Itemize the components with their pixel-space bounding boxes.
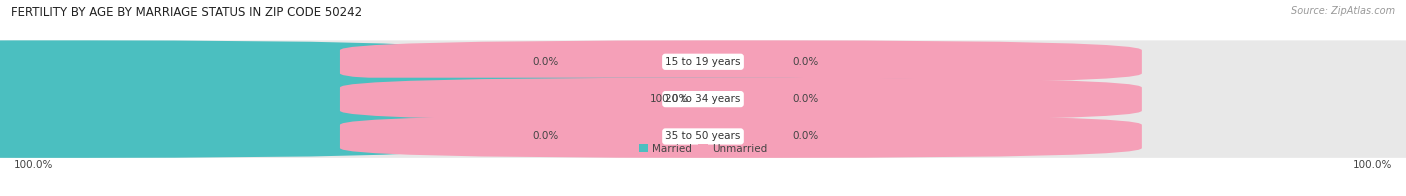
Text: 0.0%: 0.0% xyxy=(531,132,558,142)
Text: 100.0%: 100.0% xyxy=(14,160,53,170)
FancyBboxPatch shape xyxy=(0,115,1406,158)
Text: 15 to 19 years: 15 to 19 years xyxy=(665,57,741,67)
Text: 0.0%: 0.0% xyxy=(793,94,818,104)
FancyBboxPatch shape xyxy=(14,119,1392,154)
FancyBboxPatch shape xyxy=(14,82,1392,116)
FancyBboxPatch shape xyxy=(340,40,1142,83)
Text: Source: ZipAtlas.com: Source: ZipAtlas.com xyxy=(1291,6,1395,16)
FancyBboxPatch shape xyxy=(340,115,1142,158)
Text: FERTILITY BY AGE BY MARRIAGE STATUS IN ZIP CODE 50242: FERTILITY BY AGE BY MARRIAGE STATUS IN Z… xyxy=(11,6,363,19)
Text: 0.0%: 0.0% xyxy=(793,132,818,142)
FancyBboxPatch shape xyxy=(0,78,1066,121)
FancyBboxPatch shape xyxy=(0,78,1406,121)
Text: 35 to 50 years: 35 to 50 years xyxy=(665,132,741,142)
FancyBboxPatch shape xyxy=(340,78,1142,121)
Text: 100.0%: 100.0% xyxy=(650,94,689,104)
Legend: Married, Unmarried: Married, Unmarried xyxy=(634,140,772,158)
Text: 100.0%: 100.0% xyxy=(1353,160,1392,170)
FancyBboxPatch shape xyxy=(14,45,1392,79)
Text: 20 to 34 years: 20 to 34 years xyxy=(665,94,741,104)
FancyBboxPatch shape xyxy=(0,40,453,83)
Text: 0.0%: 0.0% xyxy=(793,57,818,67)
FancyBboxPatch shape xyxy=(0,115,453,158)
FancyBboxPatch shape xyxy=(0,40,1406,83)
Text: 0.0%: 0.0% xyxy=(531,57,558,67)
